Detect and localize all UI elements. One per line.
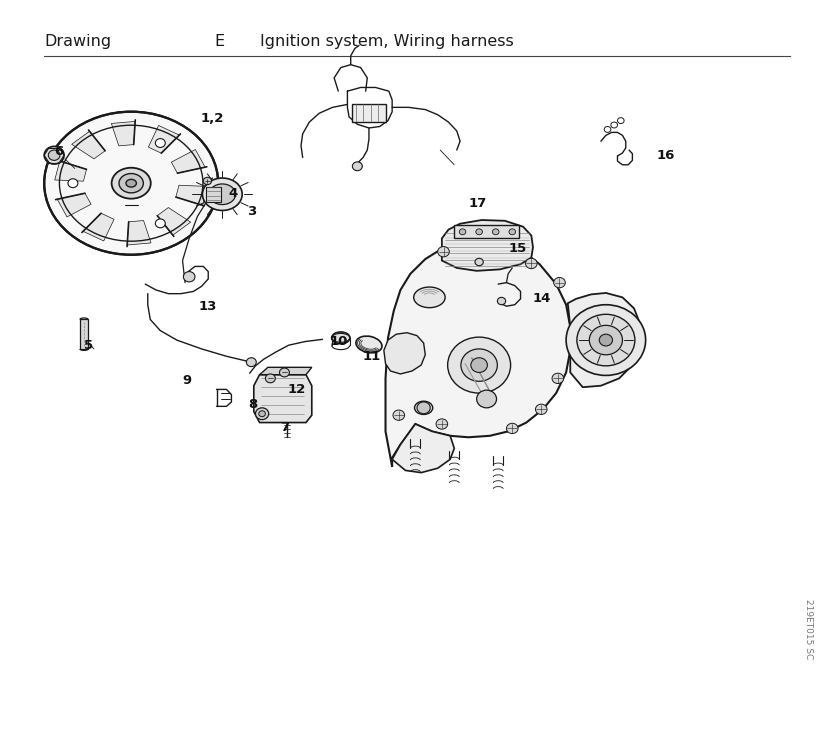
Circle shape bbox=[259, 411, 265, 417]
Text: 9: 9 bbox=[182, 374, 191, 387]
Ellipse shape bbox=[209, 184, 235, 205]
Bar bbox=[455, 225, 519, 238]
Polygon shape bbox=[259, 367, 312, 375]
Circle shape bbox=[492, 229, 499, 234]
Circle shape bbox=[265, 374, 275, 383]
Circle shape bbox=[279, 368, 289, 377]
Polygon shape bbox=[127, 220, 151, 245]
Text: 1,2: 1,2 bbox=[201, 112, 224, 125]
Ellipse shape bbox=[203, 178, 242, 211]
Circle shape bbox=[203, 177, 212, 185]
Circle shape bbox=[535, 404, 547, 415]
Text: 12: 12 bbox=[288, 383, 306, 396]
Circle shape bbox=[155, 219, 165, 228]
Circle shape bbox=[566, 305, 646, 375]
Bar bbox=[206, 187, 221, 202]
Text: 4: 4 bbox=[229, 187, 238, 200]
Circle shape bbox=[246, 358, 256, 367]
Ellipse shape bbox=[356, 336, 382, 353]
Text: E: E bbox=[214, 33, 224, 49]
Circle shape bbox=[475, 258, 483, 266]
Text: 8: 8 bbox=[249, 398, 258, 410]
Circle shape bbox=[471, 358, 487, 372]
Polygon shape bbox=[442, 220, 533, 271]
Polygon shape bbox=[72, 131, 105, 159]
Polygon shape bbox=[148, 125, 179, 153]
Text: 11: 11 bbox=[362, 349, 380, 363]
Text: 13: 13 bbox=[199, 301, 218, 313]
Circle shape bbox=[436, 419, 448, 429]
Text: Ignition system, Wiring harness: Ignition system, Wiring harness bbox=[259, 33, 514, 49]
Ellipse shape bbox=[414, 401, 433, 415]
Text: 6: 6 bbox=[54, 145, 63, 158]
Ellipse shape bbox=[112, 168, 151, 199]
Polygon shape bbox=[171, 150, 205, 173]
Circle shape bbox=[183, 272, 195, 282]
Text: 5: 5 bbox=[83, 339, 93, 352]
Circle shape bbox=[255, 408, 269, 420]
Text: Drawing: Drawing bbox=[44, 33, 111, 49]
Polygon shape bbox=[254, 375, 312, 422]
Circle shape bbox=[577, 315, 635, 366]
Ellipse shape bbox=[332, 332, 350, 344]
Ellipse shape bbox=[126, 180, 137, 187]
Text: 7: 7 bbox=[280, 421, 289, 434]
Ellipse shape bbox=[414, 287, 445, 308]
Circle shape bbox=[461, 349, 497, 381]
Text: 14: 14 bbox=[533, 292, 551, 305]
Text: 17: 17 bbox=[469, 197, 486, 209]
Text: 16: 16 bbox=[656, 148, 675, 162]
Circle shape bbox=[44, 146, 64, 164]
Circle shape bbox=[68, 179, 78, 188]
Ellipse shape bbox=[44, 112, 219, 255]
Text: 219ET015 SC: 219ET015 SC bbox=[803, 599, 812, 659]
Polygon shape bbox=[385, 240, 570, 467]
Circle shape bbox=[448, 337, 510, 393]
Circle shape bbox=[476, 229, 482, 234]
Circle shape bbox=[393, 410, 404, 420]
Bar bbox=[353, 104, 385, 122]
Ellipse shape bbox=[119, 174, 143, 193]
Circle shape bbox=[155, 139, 165, 148]
Polygon shape bbox=[55, 161, 87, 181]
Polygon shape bbox=[58, 193, 91, 217]
Circle shape bbox=[48, 150, 60, 160]
Circle shape bbox=[554, 278, 565, 288]
Circle shape bbox=[590, 325, 622, 355]
Circle shape bbox=[506, 423, 518, 433]
Circle shape bbox=[600, 334, 612, 346]
Polygon shape bbox=[176, 186, 208, 206]
Bar bbox=[80, 320, 88, 349]
Circle shape bbox=[509, 229, 515, 234]
Circle shape bbox=[460, 229, 466, 234]
Polygon shape bbox=[384, 332, 425, 374]
Circle shape bbox=[438, 246, 450, 257]
Circle shape bbox=[353, 162, 362, 171]
Circle shape bbox=[417, 402, 430, 414]
Text: 3: 3 bbox=[247, 206, 256, 218]
Circle shape bbox=[477, 390, 496, 408]
Circle shape bbox=[552, 373, 564, 384]
Circle shape bbox=[525, 258, 537, 269]
Polygon shape bbox=[112, 122, 135, 146]
Polygon shape bbox=[158, 208, 191, 235]
Text: 15: 15 bbox=[509, 242, 527, 255]
Polygon shape bbox=[392, 424, 455, 473]
Polygon shape bbox=[83, 213, 114, 241]
Text: 10: 10 bbox=[330, 335, 349, 348]
Polygon shape bbox=[568, 293, 641, 387]
Circle shape bbox=[497, 298, 505, 305]
